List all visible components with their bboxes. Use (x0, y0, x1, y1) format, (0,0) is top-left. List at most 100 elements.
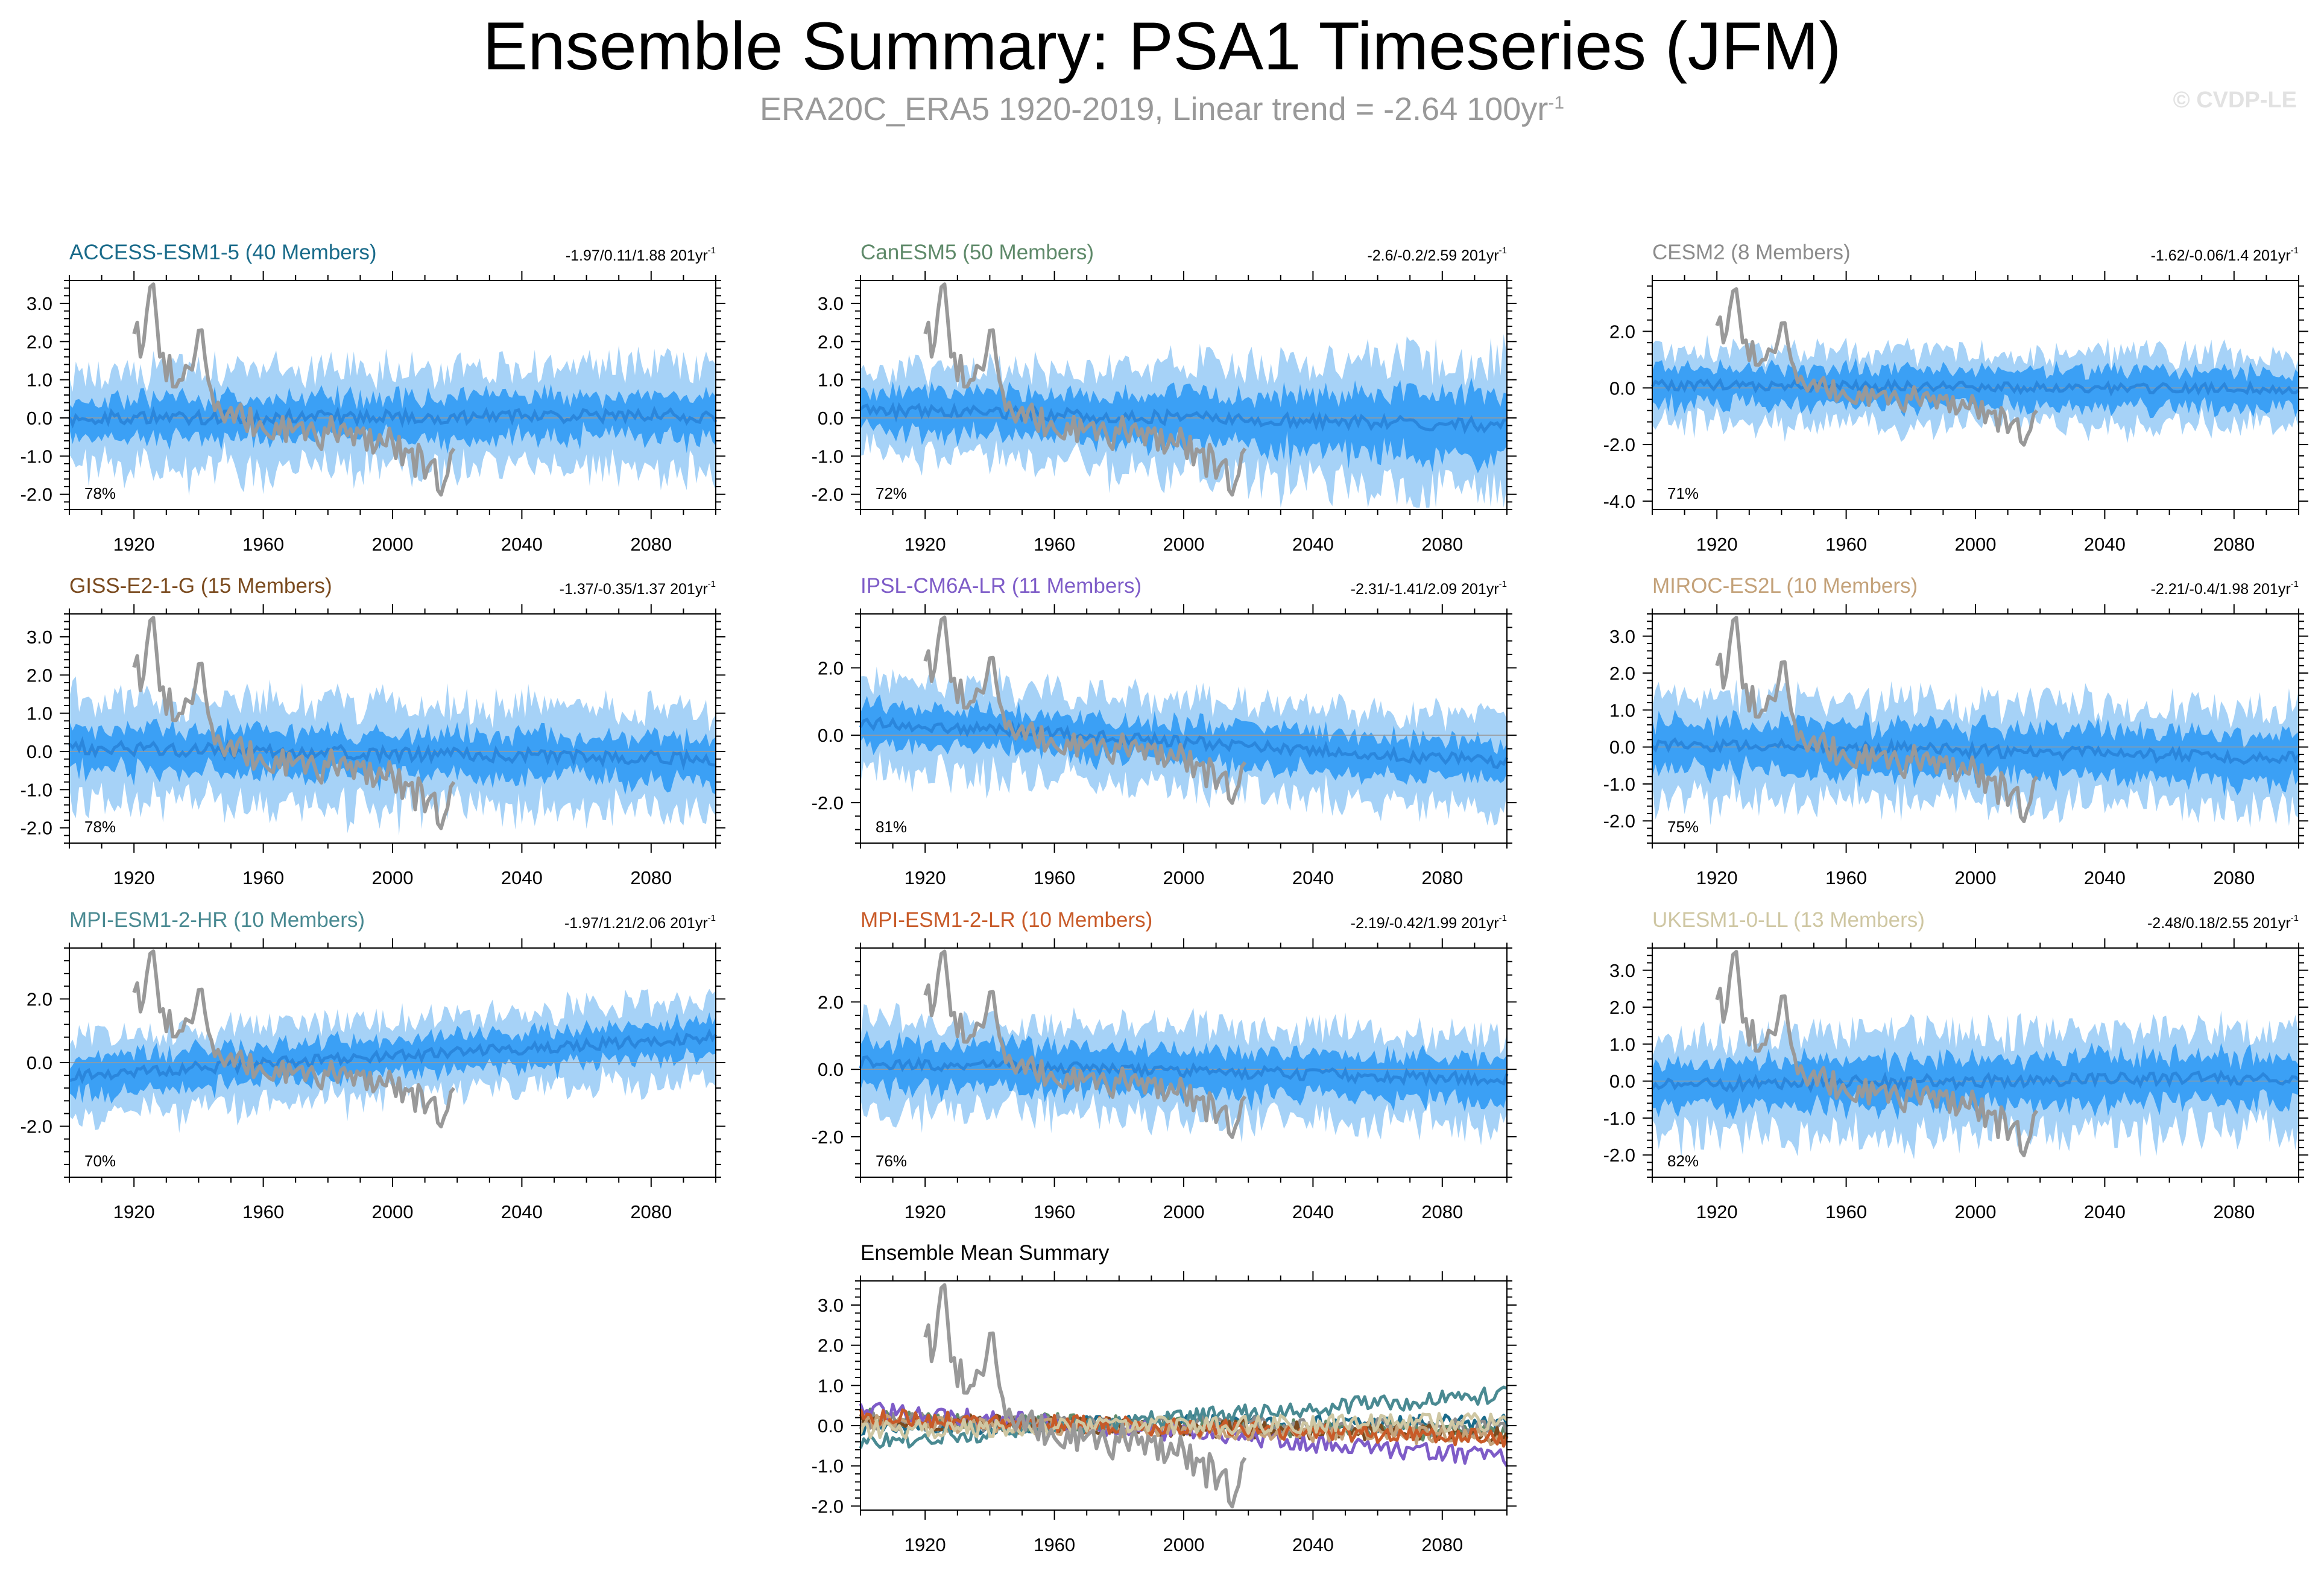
y-tick-label: 0.0 (1609, 737, 1635, 758)
y-tick-label: 0.0 (27, 408, 52, 429)
panel-stats-superscript: -1 (708, 579, 716, 589)
panel-title: GISS-E2-1-G (15 Members) (69, 574, 332, 598)
plot-frame (860, 1280, 1508, 1511)
y-tick-label: 0.0 (27, 741, 52, 762)
x-tick-label: 2000 (1955, 867, 1997, 888)
x-tick-label: 2080 (2213, 1201, 2255, 1222)
x-tick-label: 1920 (113, 867, 155, 888)
y-tick-label: 0.0 (818, 1415, 844, 1437)
y-tick-label: 0.0 (27, 1052, 52, 1073)
observed-series-line (1715, 616, 2039, 823)
panel-stats: -1.62/-0.06/1.4 201yr-1 (2151, 245, 2299, 264)
ensemble-mean-line (69, 1028, 718, 1084)
x-tick-label: 1960 (1034, 867, 1075, 888)
observed-series-line (132, 282, 456, 497)
panel-percent-label: 76% (876, 1152, 907, 1170)
panel-title: CESM2 (8 Members) (1652, 241, 1851, 264)
y-tick-label: -2.0 (812, 792, 844, 814)
y-tick-label: -1.0 (812, 446, 844, 467)
panel-percent-label: 81% (876, 818, 907, 836)
ensemble-panel: 1920 1960 2000 2040 2080 -2.0 0.0 2.0 MPI-ESM1-2… (21, 908, 725, 1222)
y-tick-label: -2.0 (812, 484, 844, 505)
y-tick-label: 2.0 (818, 657, 844, 678)
x-tick-label: 2080 (1421, 534, 1463, 555)
y-tick-label: 3.0 (1609, 626, 1635, 647)
x-tick-label: 2000 (1955, 534, 1997, 555)
panel-stats-superscript: -1 (2291, 913, 2299, 923)
x-tick-label: 1960 (242, 1201, 284, 1222)
ensemble-mean-line (1651, 737, 2300, 765)
x-tick-label: 2040 (501, 1201, 543, 1222)
x-tick-label: 1920 (905, 534, 946, 555)
subtitle-unit-superscript: -1 (1548, 93, 1565, 113)
x-tick-label: 1960 (1034, 1534, 1075, 1555)
panel-stats-superscript: -1 (708, 913, 716, 923)
x-tick-label: 2040 (1292, 1201, 1334, 1222)
y-tick-label: 2.0 (818, 991, 844, 1013)
panel-stats: -1.37/-0.35/1.37 201yr-1 (560, 579, 716, 598)
panel-stats-superscript: -1 (2291, 245, 2299, 256)
y-tick-label: 2.0 (818, 1335, 844, 1356)
ensemble-panel: 1920 1960 2000 2040 2080 -2.0 -1.0 0.0 1.0 2.0 3.0… (1603, 908, 2308, 1222)
y-tick-label: 1.0 (1609, 1034, 1635, 1055)
x-tick-label: 1960 (242, 534, 284, 555)
y-tick-label: 2.0 (1609, 997, 1635, 1018)
summary-model-line (859, 1408, 1509, 1448)
x-tick-label: 2000 (1163, 1201, 1205, 1222)
ensemble-panel: 1920 1960 2000 2040 2080 -2.0 -1.0 0.0 1.0 2.0 3.0… (812, 241, 1517, 555)
summary-model-line (859, 1412, 1508, 1440)
panel-stats: -2.48/0.18/2.55 201yr-1 (2147, 913, 2299, 932)
y-tick-label: 0.0 (818, 1059, 844, 1080)
x-tick-label: 1960 (1825, 534, 1867, 555)
x-tick-label: 1960 (1825, 867, 1867, 888)
x-tick-label: 2080 (630, 867, 672, 888)
x-tick-label: 2000 (1955, 1201, 1997, 1222)
x-tick-label: 2040 (1292, 867, 1334, 888)
panel-percent-label: 75% (1667, 818, 1699, 836)
x-tick-label: 1960 (1034, 1201, 1075, 1222)
observed-series-line (1715, 287, 2039, 447)
panel-stats: -2.19/-0.42/1.99 201yr-1 (1351, 913, 1507, 932)
x-tick-label: 2000 (1163, 534, 1205, 555)
x-tick-label: 2000 (372, 1201, 414, 1222)
ensemble-panel: 1920 1960 2000 2040 2080 -2.0 -1.0 0.0 1.0 2.0 3.0… (1603, 574, 2308, 888)
y-tick-label: 2.0 (27, 331, 52, 352)
x-tick-label: 2000 (372, 534, 414, 555)
ensemble-panel: 1920 1960 2000 2040 2080 -2.0 -1.0 0.0 1.0 2.0 3.0… (21, 241, 725, 555)
y-tick-label: 1.0 (27, 370, 52, 391)
x-tick-label: 1920 (905, 1201, 946, 1222)
x-tick-label: 2000 (1163, 867, 1205, 888)
panel-stats-value: -1.37/-0.35/1.37 201yr (560, 581, 708, 598)
panel-stats: -1.97/0.11/1.88 201yr-1 (566, 245, 716, 264)
x-tick-label: 1920 (905, 1534, 946, 1555)
y-tick-label: 0.0 (1609, 378, 1635, 399)
panel-stats-value: -2.48/0.18/2.55 201yr (2147, 915, 2291, 932)
panel-percent-label: 71% (1667, 484, 1699, 502)
x-tick-label: 1920 (905, 867, 946, 888)
observed-series-line (923, 282, 1247, 497)
ensemble-mean-line (859, 716, 1509, 770)
panel-stats: -1.97/1.21/2.06 201yr-1 (564, 913, 716, 932)
observed-series-line (132, 949, 456, 1129)
x-tick-label: 2080 (1421, 867, 1463, 888)
y-tick-label: 0.0 (818, 408, 844, 429)
panel-stats-value: -2.6/-0.2/2.59 201yr (1367, 247, 1498, 264)
observed-series-line (923, 615, 1247, 805)
y-tick-label: -1.0 (1603, 1108, 1635, 1129)
y-tick-label: 0.0 (818, 725, 844, 746)
x-tick-label: 2000 (372, 867, 414, 888)
panel-percent-label: 72% (876, 484, 907, 502)
x-tick-label: 1960 (1825, 1201, 1867, 1222)
panel-title: IPSL-CM6A-LR (11 Members) (860, 574, 1141, 598)
panel-title: ACCESS-ESM1-5 (40 Members) (69, 241, 377, 264)
y-tick-label: 1.0 (1609, 700, 1635, 721)
x-tick-label: 1960 (1034, 534, 1075, 555)
figure-title: Ensemble Summary: PSA1 Timeseries (JFM) (482, 8, 1842, 84)
y-tick-label: -1.0 (21, 446, 52, 467)
panel-title: UKESM1-0-LL (13 Members) (1652, 908, 1925, 932)
x-tick-label: 1920 (1696, 867, 1738, 888)
panel-stats-superscript: -1 (708, 245, 716, 256)
x-tick-label: 2080 (2213, 534, 2255, 555)
copyright-label: © CVDP-LE (2173, 87, 2297, 113)
